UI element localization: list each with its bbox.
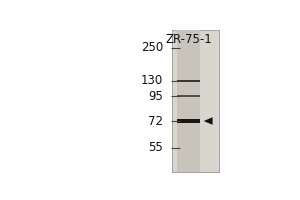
Polygon shape	[204, 117, 213, 125]
Bar	[177, 80, 200, 82]
Bar	[172, 30, 219, 172]
Text: 130: 130	[141, 74, 163, 87]
Bar	[177, 30, 200, 172]
Text: 55: 55	[148, 141, 163, 154]
Text: 250: 250	[141, 41, 163, 54]
Text: ZR-75-1: ZR-75-1	[165, 33, 212, 46]
Text: 72: 72	[148, 115, 163, 128]
Text: 95: 95	[148, 90, 163, 103]
Bar	[177, 95, 200, 97]
Bar	[177, 119, 200, 123]
